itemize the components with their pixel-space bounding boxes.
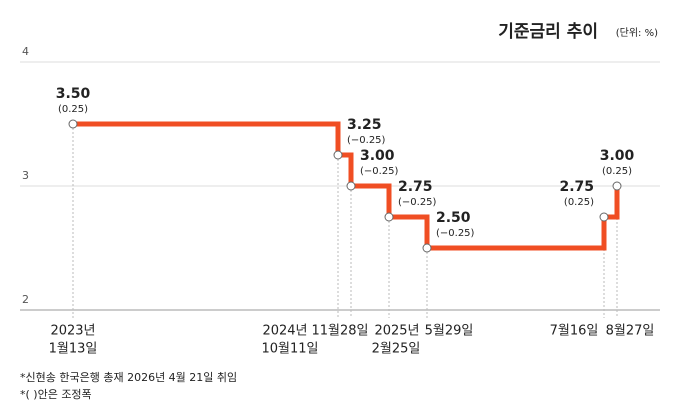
value-label: 3.00	[360, 148, 395, 164]
value-label: 2.75	[559, 179, 594, 195]
x-tick-label: 2023년	[50, 324, 95, 339]
x-tick-label: 2024년	[262, 324, 307, 339]
chart-subtitle: (단위: %)	[616, 26, 658, 39]
value-label: 2.75	[398, 179, 433, 195]
y-tick-label: 3	[22, 169, 29, 182]
value-label: 3.25	[347, 117, 382, 133]
change-label: (−0.25)	[347, 135, 386, 146]
point	[333, 150, 343, 160]
value-label: 2.50	[436, 210, 471, 226]
value-label: 3.00	[600, 148, 635, 164]
x-tick-label: 5월29일	[425, 324, 474, 339]
chart-title: 기준금리 추이	[498, 22, 598, 42]
x-tick-label: 7월16일	[550, 324, 599, 339]
x-tick-label: 2025년	[374, 324, 419, 339]
change-label: (−0.25)	[398, 197, 437, 208]
point	[346, 181, 356, 191]
footnote: *신현송 한국은행 총재 2026년 4월 21일 취임	[20, 370, 237, 384]
footnote: *( )안은 조정폭	[20, 388, 92, 401]
change-label: (−0.25)	[436, 228, 475, 239]
change-label: (0.25)	[58, 104, 88, 115]
x-tick-label: 2월25일	[372, 342, 421, 357]
point	[384, 212, 394, 222]
point	[422, 243, 432, 253]
y-tick-label: 2	[22, 293, 29, 306]
change-label: (−0.25)	[360, 166, 399, 177]
x-tick-label: 11월28일	[311, 324, 368, 339]
x-tick-label: 10월11일	[261, 342, 318, 357]
change-label: (0.25)	[602, 166, 632, 177]
x-tick-label: 1월13일	[49, 342, 98, 357]
y-tick-label: 4	[22, 45, 29, 58]
value-label: 3.50	[56, 86, 91, 102]
point	[612, 181, 622, 191]
change-label: (0.25)	[564, 197, 594, 208]
point	[599, 212, 609, 222]
x-tick-label: 8월27일	[606, 324, 655, 339]
point	[68, 119, 78, 129]
